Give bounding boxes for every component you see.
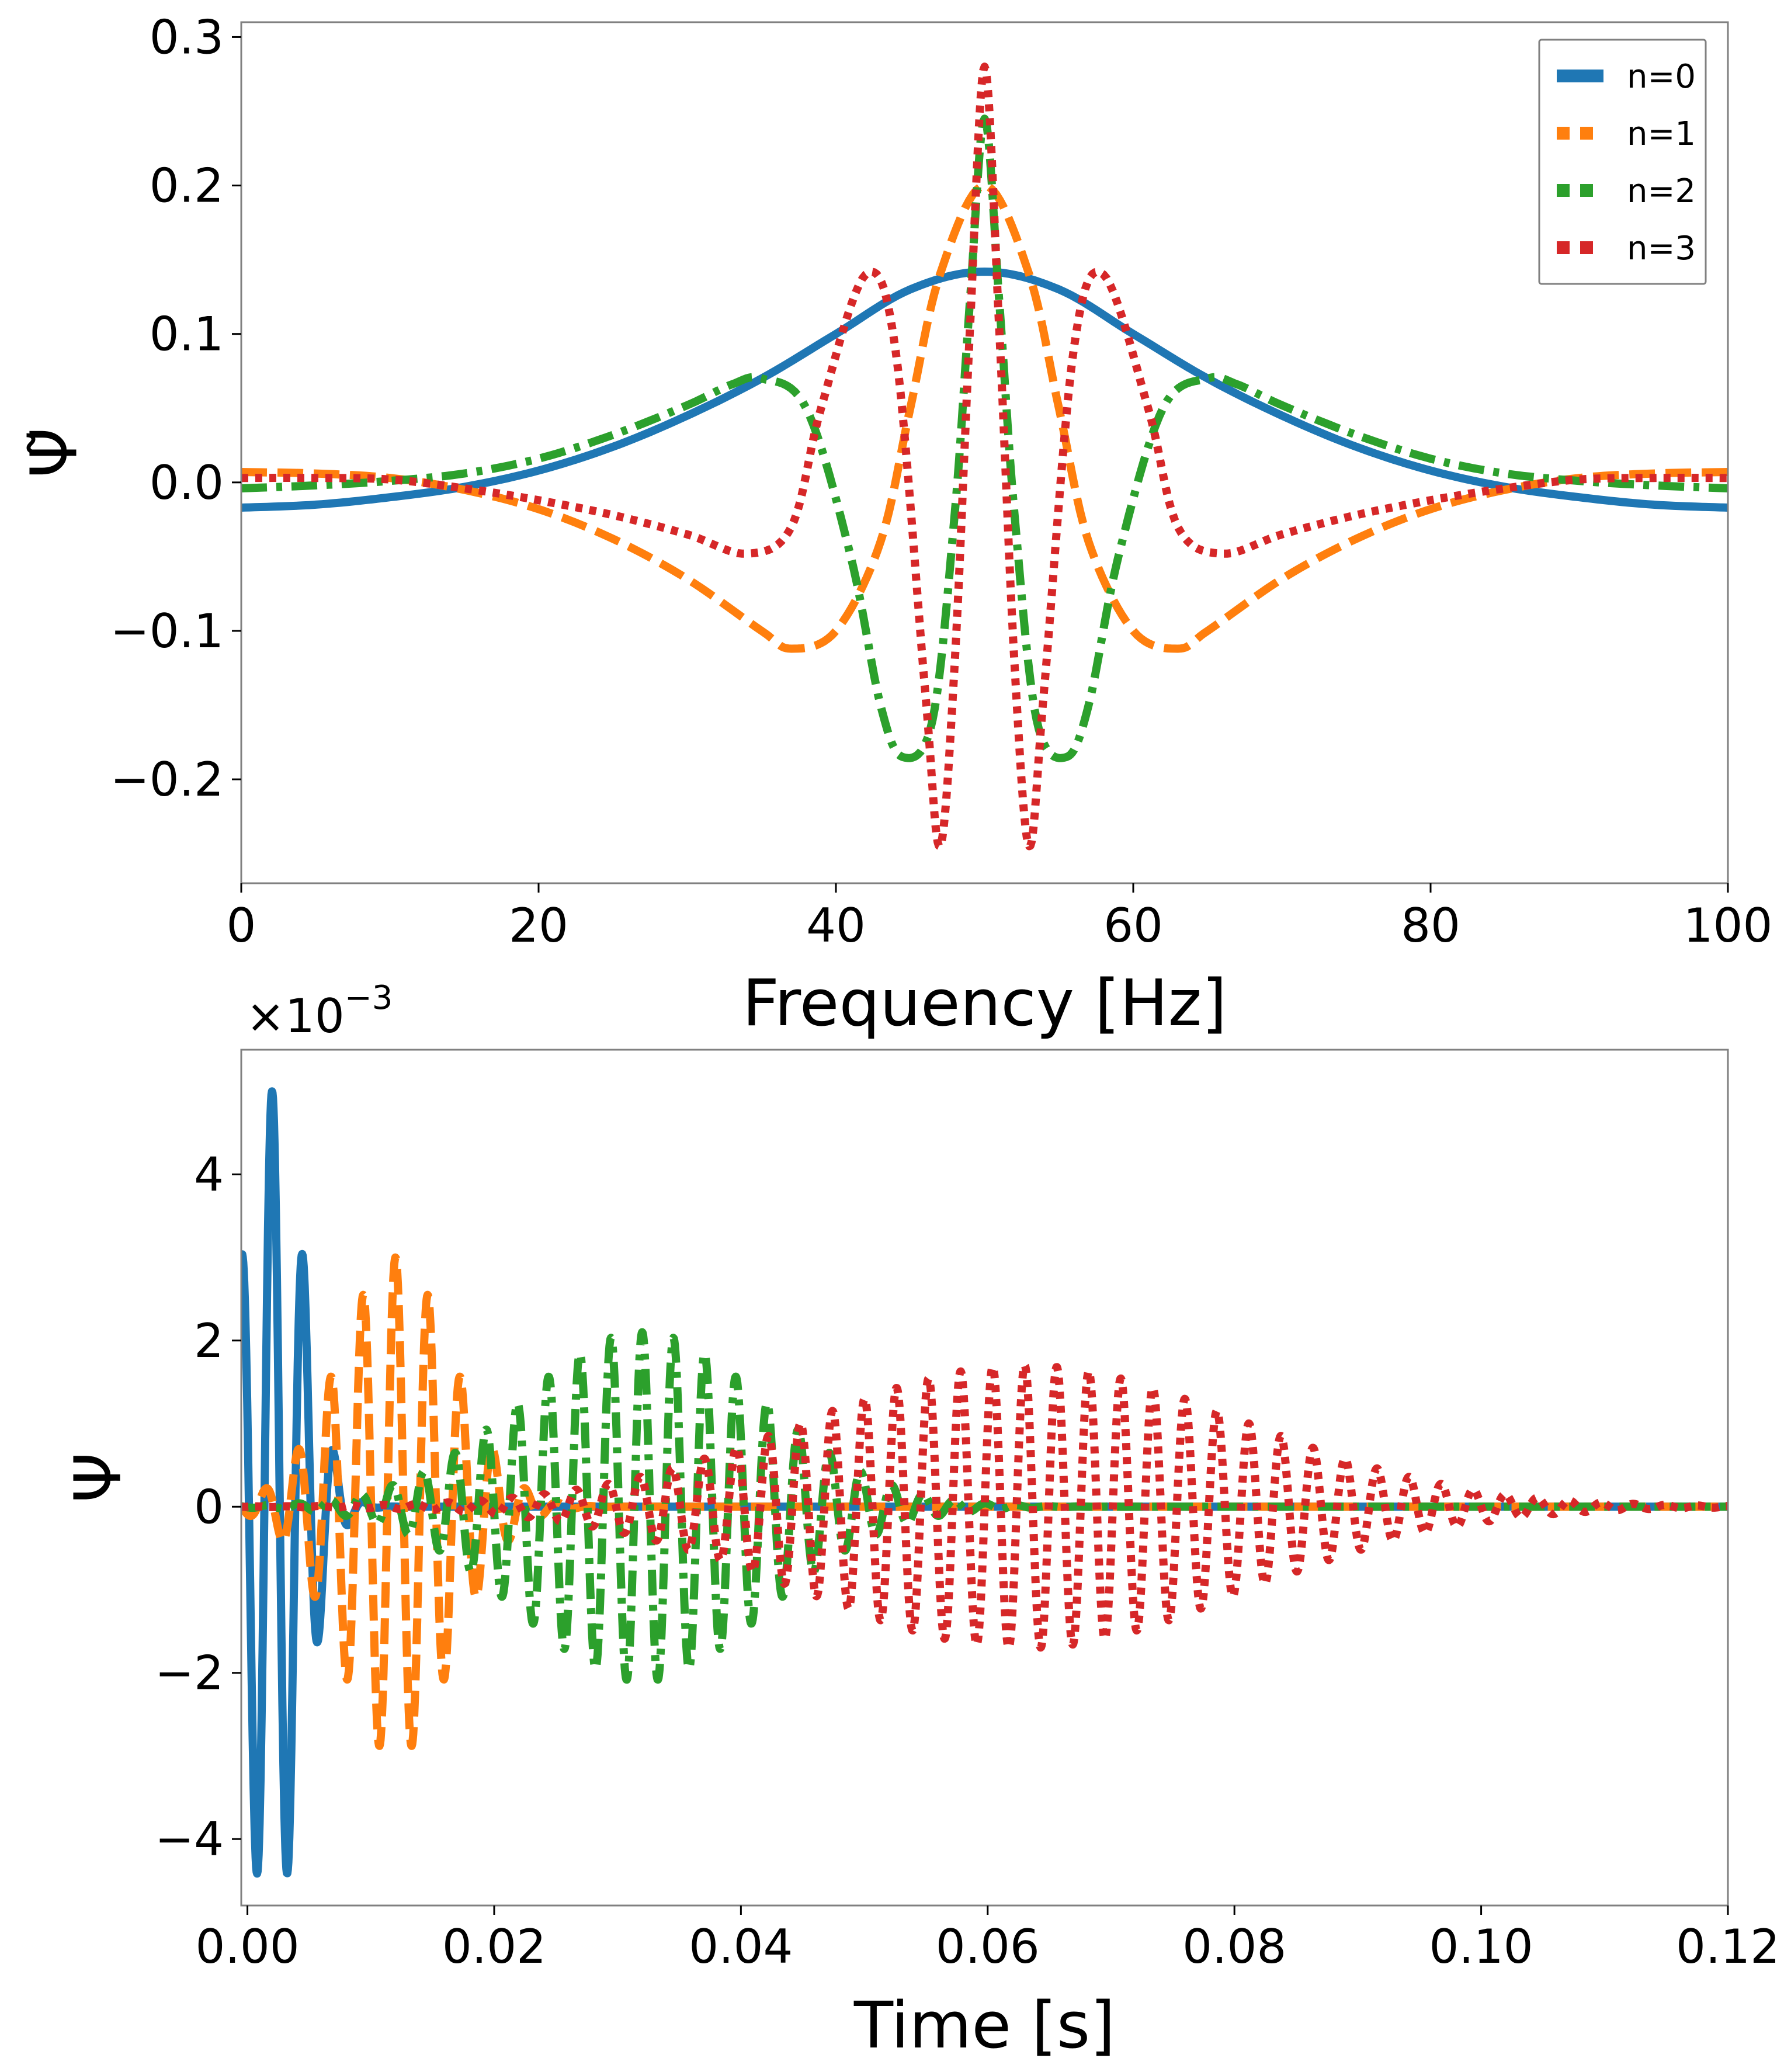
x-tick-label: 60 [1103, 898, 1163, 953]
frequency-x-axis-label: Frequency [Hz] [742, 966, 1227, 1040]
y-tick-label: −4 [155, 1812, 224, 1866]
y-tick-label: 0.0 [150, 456, 224, 510]
x-tick-label: 0.04 [689, 1920, 793, 1974]
time-x-ticks: 0.00 0.02 0.04 0.06 0.08 0.10 0.12 [195, 1906, 1780, 1974]
legend-box [1538, 39, 1707, 285]
frequency-axes-frame [240, 21, 1729, 884]
y-tick-label: 0.2 [150, 159, 224, 213]
x-tick-label: 0.12 [1676, 1920, 1780, 1974]
x-tick-label: 100 [1684, 898, 1773, 953]
frequency-series-lines [241, 63, 1728, 851]
legend-label: n=1 [1627, 115, 1696, 153]
time-domain-panel: 0.00 0.02 0.04 0.06 0.08 0.10 0.12 −4 −2 0 2 4 Tim… [60, 979, 1780, 2063]
legend-label: n=2 [1627, 172, 1696, 210]
y-tick-label: −0.2 [110, 752, 224, 807]
x-tick-label: 40 [806, 898, 866, 953]
x-tick-label: 20 [509, 898, 568, 953]
time-axes-frame [240, 1049, 1729, 1907]
time-y-ticks: −4 −2 0 2 4 [155, 1147, 241, 1866]
y-axis-scale-factor: ×10−3 [246, 979, 393, 1043]
legend-label: n=3 [1627, 230, 1696, 268]
frequency-x-ticks: 0 20 40 60 80 100 [227, 883, 1773, 953]
x-tick-label: 0 [227, 898, 256, 953]
y-tick-label: 0.3 [150, 10, 224, 64]
x-tick-label: 0.08 [1182, 1920, 1286, 1974]
x-tick-label: 0.00 [195, 1920, 299, 1974]
time-y-axis-label: Ψ [60, 1452, 135, 1503]
scale-base: ×10 [246, 989, 345, 1043]
legend-label: n=0 [1627, 58, 1696, 96]
series-line-n1 [241, 181, 1728, 653]
series-line-n2 [241, 114, 1728, 762]
x-tick-label: 80 [1401, 898, 1460, 953]
y-tick-label: 4 [194, 1147, 224, 1202]
time-x-axis-label: Time [s] [853, 1988, 1115, 2063]
series-line-n0 [241, 268, 1728, 512]
y-tick-label: 0 [194, 1480, 224, 1534]
x-tick-label: 0.06 [936, 1920, 1040, 1974]
legend: n=0 n=1 n=2 n=3 [1538, 39, 1707, 285]
x-tick-label: 0.02 [442, 1920, 546, 1974]
y-tick-label: −0.1 [110, 604, 224, 658]
scale-exponent: −3 [345, 979, 393, 1017]
series-line-n3 [241, 63, 1728, 851]
y-tick-label: −2 [155, 1646, 224, 1700]
y-tick-label: 0.1 [150, 307, 224, 362]
frequency-y-axis-label: Ψ̃ [16, 428, 91, 478]
y-tick-label: 2 [194, 1314, 224, 1368]
x-tick-label: 0.10 [1429, 1920, 1533, 1974]
legend-items: n=0 n=1 n=2 n=3 [1557, 58, 1696, 268]
frequency-y-ticks: −0.2 −0.1 0.0 0.1 0.2 0.3 [110, 10, 241, 807]
time-series-lines [241, 1087, 1728, 1878]
